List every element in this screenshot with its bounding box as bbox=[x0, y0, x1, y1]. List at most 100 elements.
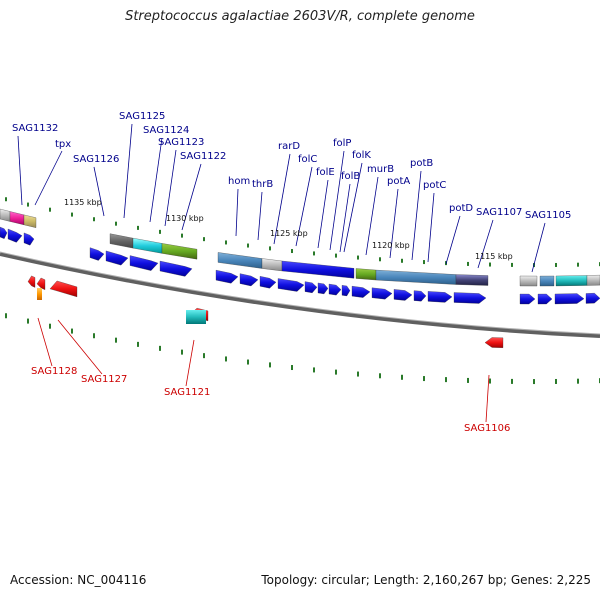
scale-tick bbox=[247, 359, 249, 365]
leader-line bbox=[185, 339, 195, 387]
leader-line bbox=[389, 188, 399, 259]
scale-tick bbox=[137, 225, 139, 230]
scale-label-kbp-1135: 1135 kbp bbox=[64, 198, 102, 207]
feature-bar[interactable] bbox=[355, 268, 377, 281]
feature-bar[interactable] bbox=[132, 237, 163, 254]
gene-label-sag1105[interactable]: SAG1105 bbox=[525, 210, 571, 221]
scale-label-kbp-1125: 1125 kbp bbox=[270, 229, 308, 238]
gene-label-pota[interactable]: potA bbox=[387, 176, 410, 187]
scale-tick bbox=[291, 365, 293, 371]
scale-tick bbox=[225, 356, 227, 362]
scale-tick bbox=[467, 377, 469, 383]
forward-gene[interactable] bbox=[585, 292, 600, 304]
scale-tick bbox=[467, 261, 469, 266]
gene-label-potb[interactable]: potB bbox=[410, 158, 433, 169]
feature-bar[interactable] bbox=[519, 275, 538, 287]
forward-gene[interactable] bbox=[0, 226, 8, 239]
gene-label-rard[interactable]: rarD bbox=[278, 141, 300, 152]
feature-bar[interactable] bbox=[0, 208, 11, 222]
forward-gene[interactable] bbox=[7, 228, 23, 243]
gene-label-sag1127[interactable]: SAG1127 bbox=[81, 374, 127, 385]
scale-tick bbox=[71, 328, 73, 334]
gene-label-tpx[interactable]: tpx bbox=[55, 139, 71, 150]
forward-gene[interactable] bbox=[159, 260, 193, 277]
leader-line bbox=[273, 153, 291, 245]
forward-gene[interactable] bbox=[259, 276, 277, 289]
scale-tick bbox=[401, 258, 403, 263]
gene-label-sag1122[interactable]: SAG1122 bbox=[180, 151, 226, 162]
gene-label-folk[interactable]: folK bbox=[352, 150, 371, 161]
forward-gene[interactable] bbox=[304, 281, 318, 293]
forward-gene[interactable] bbox=[519, 293, 536, 305]
gene-label-fole[interactable]: folE bbox=[316, 167, 335, 178]
gene-label-sag1124[interactable]: SAG1124 bbox=[143, 125, 189, 136]
leader-line bbox=[339, 183, 351, 253]
forward-gene[interactable] bbox=[537, 293, 553, 305]
forward-gene[interactable] bbox=[277, 278, 305, 292]
gene-label-hom[interactable]: hom bbox=[228, 176, 250, 187]
leader-line bbox=[149, 137, 163, 223]
gene-label-potd[interactable]: potD bbox=[449, 203, 473, 214]
feature-bar[interactable] bbox=[261, 258, 283, 272]
forward-gene[interactable] bbox=[413, 290, 427, 302]
forward-gene[interactable] bbox=[341, 285, 351, 297]
gene-label-sag1123[interactable]: SAG1123 bbox=[158, 137, 204, 148]
gene-label-sag1107[interactable]: SAG1107 bbox=[476, 207, 522, 218]
gene-label-folc[interactable]: folC bbox=[298, 154, 317, 165]
feature-bar[interactable] bbox=[455, 274, 489, 286]
forward-gene[interactable] bbox=[453, 292, 487, 304]
forward-gene[interactable] bbox=[215, 269, 239, 284]
feature-bar[interactable] bbox=[161, 243, 198, 260]
scale-tick bbox=[489, 378, 491, 384]
feature-bar[interactable] bbox=[539, 275, 555, 287]
forward-gene[interactable] bbox=[427, 291, 453, 303]
gene-label-thrb[interactable]: thrB bbox=[252, 179, 273, 190]
feature-bar[interactable] bbox=[375, 269, 457, 285]
forward-gene[interactable] bbox=[351, 285, 371, 298]
leader-line bbox=[17, 135, 23, 206]
scale-tick bbox=[577, 378, 579, 384]
forward-gene[interactable] bbox=[89, 247, 105, 261]
gene-label-potc[interactable]: potC bbox=[423, 180, 446, 191]
gene-label-murb[interactable]: murB bbox=[367, 164, 394, 175]
feature-bar[interactable] bbox=[281, 260, 355, 279]
scale-tick bbox=[489, 262, 491, 267]
leader-line bbox=[181, 163, 202, 231]
forward-gene[interactable] bbox=[239, 273, 259, 287]
feature-bar[interactable] bbox=[586, 274, 600, 286]
forward-gene[interactable] bbox=[554, 293, 585, 305]
reverse-gene[interactable] bbox=[49, 280, 78, 298]
scale-tick bbox=[159, 229, 161, 234]
gene-label-sag1132[interactable]: SAG1132 bbox=[12, 123, 58, 134]
forward-gene[interactable] bbox=[393, 289, 413, 301]
gene-label-sag1125[interactable]: SAG1125 bbox=[119, 111, 165, 122]
leader-line bbox=[343, 162, 363, 253]
leader-line bbox=[295, 166, 313, 247]
scale-tick bbox=[5, 313, 7, 319]
forward-gene[interactable] bbox=[23, 232, 35, 246]
feature-bar[interactable] bbox=[555, 275, 588, 287]
forward-gene[interactable] bbox=[105, 250, 129, 266]
reverse-gene[interactable] bbox=[27, 275, 36, 288]
feature-bar[interactable] bbox=[109, 233, 134, 249]
feature-bar[interactable] bbox=[23, 214, 37, 228]
reverse-gene[interactable] bbox=[484, 337, 504, 348]
scale-tick bbox=[313, 367, 315, 373]
accession-text: Accession: NC_004116 bbox=[10, 573, 147, 587]
gene-label-sag1128[interactable]: SAG1128 bbox=[31, 366, 77, 377]
feature-bar[interactable] bbox=[186, 310, 206, 324]
feature-bar[interactable] bbox=[217, 252, 263, 269]
gene-label-sag1106[interactable]: SAG1106 bbox=[464, 423, 510, 434]
gene-label-folp[interactable]: folP bbox=[333, 138, 351, 149]
scale-tick bbox=[555, 262, 557, 267]
gene-label-folb[interactable]: folB bbox=[341, 171, 360, 182]
forward-gene[interactable] bbox=[371, 287, 393, 300]
gene-label-sag1126[interactable]: SAG1126 bbox=[73, 154, 119, 165]
feature-bar[interactable] bbox=[9, 211, 25, 226]
feature-bar[interactable] bbox=[37, 288, 42, 300]
reverse-gene[interactable] bbox=[36, 277, 46, 291]
forward-gene[interactable] bbox=[317, 282, 329, 295]
gene-label-sag1121[interactable]: SAG1121 bbox=[164, 387, 210, 398]
forward-gene[interactable] bbox=[328, 283, 342, 296]
forward-gene[interactable] bbox=[129, 255, 159, 271]
